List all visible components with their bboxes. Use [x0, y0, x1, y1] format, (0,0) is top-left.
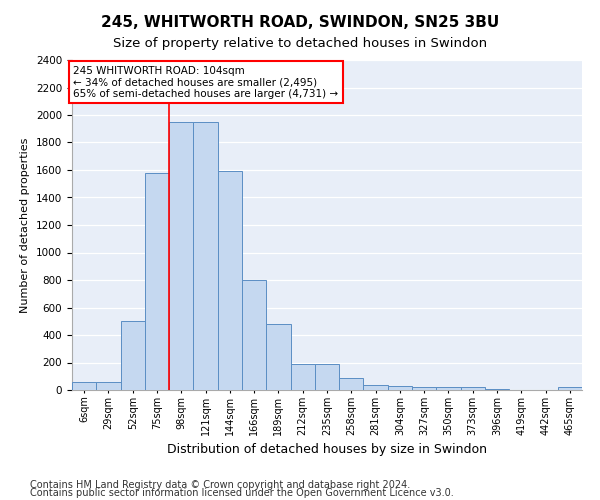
- Bar: [388, 386, 412, 390]
- Bar: [558, 387, 582, 390]
- Text: Contains HM Land Registry data © Crown copyright and database right 2024.: Contains HM Land Registry data © Crown c…: [30, 480, 410, 490]
- Y-axis label: Number of detached properties: Number of detached properties: [20, 138, 31, 312]
- Bar: [290, 364, 315, 390]
- Bar: [72, 382, 96, 390]
- Bar: [169, 122, 193, 390]
- Bar: [436, 387, 461, 390]
- Bar: [339, 378, 364, 390]
- Bar: [315, 364, 339, 390]
- Bar: [364, 385, 388, 390]
- Text: 245, WHITWORTH ROAD, SWINDON, SN25 3BU: 245, WHITWORTH ROAD, SWINDON, SN25 3BU: [101, 15, 499, 30]
- Bar: [266, 324, 290, 390]
- Bar: [412, 387, 436, 390]
- Text: Size of property relative to detached houses in Swindon: Size of property relative to detached ho…: [113, 38, 487, 51]
- Bar: [145, 173, 169, 390]
- Bar: [121, 322, 145, 390]
- Bar: [242, 280, 266, 390]
- Text: 245 WHITWORTH ROAD: 104sqm
← 34% of detached houses are smaller (2,495)
65% of s: 245 WHITWORTH ROAD: 104sqm ← 34% of deta…: [73, 66, 338, 98]
- Bar: [193, 122, 218, 390]
- Bar: [461, 387, 485, 390]
- X-axis label: Distribution of detached houses by size in Swindon: Distribution of detached houses by size …: [167, 444, 487, 456]
- Bar: [96, 382, 121, 390]
- Text: Contains public sector information licensed under the Open Government Licence v3: Contains public sector information licen…: [30, 488, 454, 498]
- Bar: [218, 172, 242, 390]
